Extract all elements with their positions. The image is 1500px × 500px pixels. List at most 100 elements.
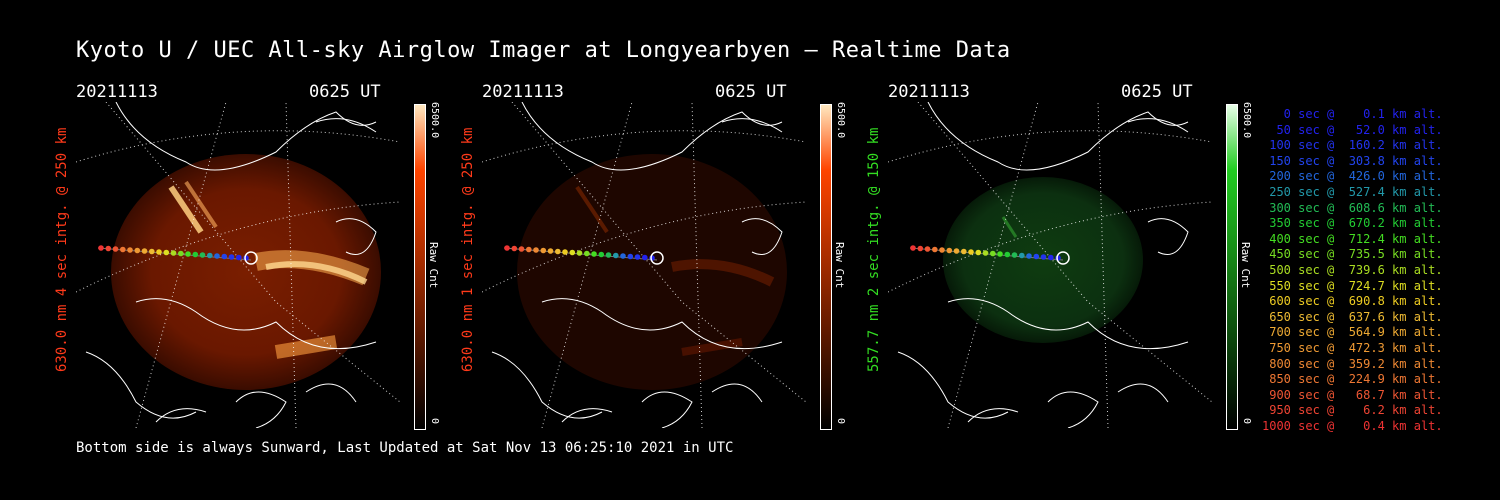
- legend-entry: 1000 sec @ 0.4 km alt.: [1262, 418, 1443, 433]
- trajectory-point: [982, 250, 989, 256]
- trajectory-point: [627, 253, 634, 260]
- panel-1-date: 20211113: [76, 82, 158, 102]
- trajectory-point: [1040, 254, 1047, 260]
- trajectory-point: [584, 250, 590, 257]
- legend-entry: 200 sec @ 426.0 km alt.: [1262, 169, 1443, 184]
- trajectory-point: [1033, 253, 1040, 260]
- trajectory-point: [156, 249, 162, 255]
- legend-entry: 350 sec @ 670.2 km alt.: [1262, 216, 1443, 231]
- legend-entry: 50 sec @ 52.0 km alt.: [1262, 122, 1443, 137]
- trajectory-point: [518, 246, 525, 252]
- trajectory-point: [192, 251, 199, 258]
- trajectory-point: [555, 248, 561, 255]
- trajectory-point: [98, 245, 104, 251]
- trajectory-point: [939, 247, 945, 253]
- trajectory-point: [170, 250, 177, 256]
- footer-note: Bottom side is always Sunward, Last Upda…: [76, 440, 734, 456]
- panel-3-colorbar-unit: Raw Cnt: [1239, 242, 1252, 289]
- legend-entry: 750 sec @ 472.3 km alt.: [1262, 340, 1443, 355]
- panel-1-label: 630.0 nm 4 sec intg. @ 250 km: [54, 127, 70, 372]
- trajectory-point: [134, 247, 141, 254]
- trajectory-point: [605, 252, 612, 258]
- trajectory-point: [504, 245, 510, 251]
- legend-entry: 100 sec @ 160.2 km alt.: [1262, 138, 1443, 153]
- trajectory-point: [598, 251, 605, 258]
- trajectory-point: [917, 245, 924, 252]
- legend-entry: 700 sec @ 564.9 km alt.: [1262, 325, 1443, 340]
- panel-1-image: [76, 102, 400, 428]
- panel-1-colorbar-min: 0: [429, 418, 440, 425]
- trajectory-point: [185, 251, 191, 257]
- trajectory-point: [547, 248, 554, 254]
- trajectory-point: [620, 253, 626, 259]
- trajectory-point: [228, 254, 235, 260]
- trajectory-point: [953, 248, 960, 254]
- panel-1-colorbar-unit: Raw Cnt: [427, 242, 440, 289]
- trajectory-point: [163, 249, 170, 256]
- panel-2-label: 630.0 nm 1 sec intg. @ 250 km: [460, 127, 476, 372]
- trajectory-point: [613, 252, 619, 259]
- trajectory-point: [221, 253, 228, 260]
- panel-3-time: 0625 UT: [1121, 82, 1193, 102]
- trajectory-point: [968, 249, 974, 255]
- trajectory-point: [932, 246, 938, 253]
- trajectory-point: [997, 251, 1003, 257]
- legend-entry: 950 sec @ 6.2 km alt.: [1262, 403, 1443, 418]
- trajectory-point: [910, 245, 916, 251]
- panel-1-colorbar: [414, 104, 426, 430]
- legend-entry: 550 sec @ 724.7 km alt.: [1262, 278, 1443, 293]
- trajectory-point: [141, 248, 148, 254]
- legend-entry: 250 sec @ 527.4 km alt.: [1262, 184, 1443, 199]
- panel-2-colorbar-unit: Raw Cnt: [833, 242, 846, 289]
- trajectory-point: [924, 246, 931, 252]
- legend-entry: 150 sec @ 303.8 km alt.: [1262, 153, 1443, 168]
- trajectory-point: [975, 249, 982, 256]
- trajectory-point: [149, 248, 155, 255]
- legend-entry: 0 sec @ 0.1 km alt.: [1262, 107, 1443, 121]
- trajectory-point: [569, 249, 576, 256]
- legend-entry: 650 sec @ 637.6 km alt.: [1262, 309, 1443, 324]
- legend-entry: 300 sec @ 608.6 km alt.: [1262, 200, 1443, 215]
- legend-entry: 450 sec @ 735.5 km alt.: [1262, 247, 1443, 262]
- legend-entry: 850 sec @ 224.9 km alt.: [1262, 372, 1443, 387]
- trajectory-point: [214, 253, 220, 259]
- trajectory-point: [120, 246, 126, 253]
- trajectory-point: [540, 247, 547, 254]
- trajectory-point: [1019, 252, 1025, 259]
- trajectory-point: [236, 254, 242, 261]
- legend-entry: 900 sec @ 68.7 km alt.: [1262, 387, 1443, 402]
- trajectory-point: [990, 250, 996, 257]
- trajectory-point: [576, 250, 583, 256]
- trajectory-legend: 0 sec @ 0.1 km alt. 50 sec @ 52.0 km alt…: [1262, 107, 1443, 434]
- trajectory-point: [591, 251, 597, 257]
- panel-1-colorbar-max: 6500.0: [429, 102, 440, 139]
- panel-3-image: [888, 102, 1212, 428]
- trajectory-point: [1048, 254, 1054, 261]
- panel-1-time: 0625 UT: [309, 82, 381, 102]
- panel-3-colorbar: [1226, 104, 1238, 430]
- legend-entry: 500 sec @ 739.6 km alt.: [1262, 262, 1443, 277]
- trajectory-point: [105, 245, 112, 252]
- legend-entry: 600 sec @ 690.8 km alt.: [1262, 294, 1443, 309]
- trajectory-point: [562, 249, 568, 255]
- trajectory-point: [1011, 252, 1018, 258]
- panel-3-colorbar-min: 0: [1241, 418, 1252, 425]
- trajectory-point: [526, 246, 532, 253]
- trajectory-point: [127, 247, 133, 253]
- trajectory-point: [946, 247, 953, 254]
- trajectory-point: [112, 246, 119, 252]
- trajectory-point: [1004, 251, 1011, 258]
- legend-entry: 800 sec @ 359.2 km alt.: [1262, 356, 1443, 371]
- trajectory-point: [961, 248, 967, 255]
- panel-3-colorbar-max: 6500.0: [1241, 102, 1252, 139]
- trajectory-point: [533, 247, 539, 253]
- panel-2-colorbar-min: 0: [835, 418, 846, 425]
- page-title: Kyoto U / UEC All-sky Airglow Imager at …: [76, 38, 1011, 63]
- panel-2-date: 20211113: [482, 82, 564, 102]
- trajectory-point: [642, 254, 648, 261]
- panel-2-time: 0625 UT: [715, 82, 787, 102]
- panel-3-label: 557.7 nm 2 sec intg. @ 150 km: [866, 127, 882, 372]
- trajectory-point: [511, 245, 518, 252]
- panel-3-date: 20211113: [888, 82, 970, 102]
- panel-2-image: [482, 102, 806, 428]
